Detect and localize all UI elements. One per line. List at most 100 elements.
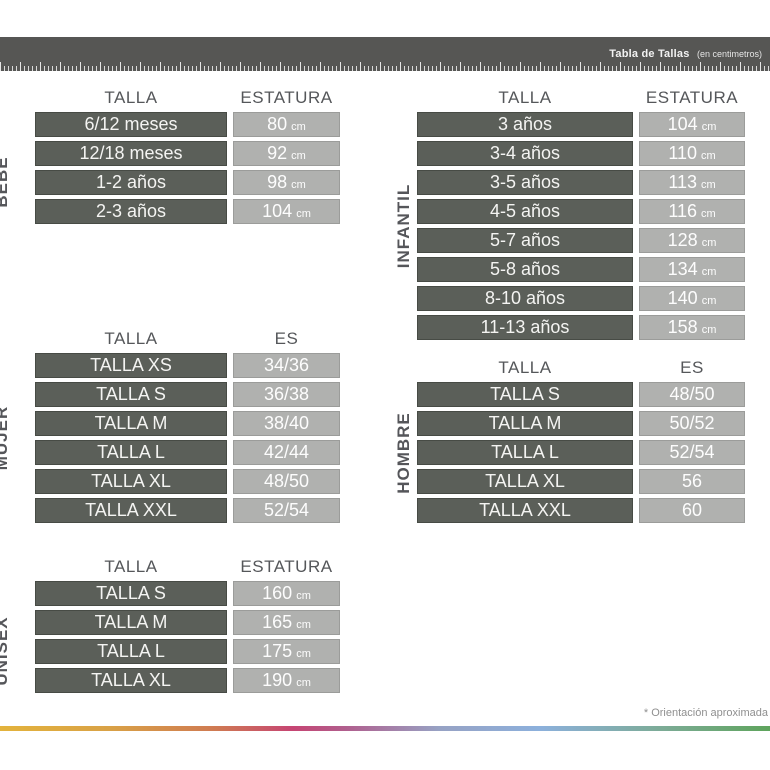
table-row: TALLA XXL 52/54 xyxy=(35,498,340,523)
section-hombre: HOMBRE TALLA ES TALLA S 48/50 TALLA M 50/52… xyxy=(394,354,745,527)
value-cell: 34/36 xyxy=(233,353,340,378)
table-row: 5-7 años 128 cm xyxy=(417,228,745,253)
table-row: 8-10 años 140 cm xyxy=(417,286,745,311)
talla-cell: TALLA XL xyxy=(35,469,227,494)
column-header-es: ES xyxy=(274,329,299,348)
value-cell: 48/50 xyxy=(639,382,745,407)
table-row: 3 años 104 cm xyxy=(417,112,745,137)
value-cell: 165 cm xyxy=(233,610,340,635)
unit-label: cm xyxy=(291,150,306,162)
value-cell: 60 xyxy=(639,498,745,523)
value-cell: 134 cm xyxy=(639,257,745,282)
value-cell: 92 cm xyxy=(233,141,340,166)
unit-label: cm xyxy=(701,121,717,133)
value-cell: 140 cm xyxy=(639,286,745,311)
section-label-mujer: MUJER xyxy=(0,405,11,471)
value-cell: 50/52 xyxy=(639,411,745,436)
value-cell: 190 cm xyxy=(233,668,340,693)
table-row: 6/12 meses 80 cm xyxy=(35,112,340,137)
talla-cell: 5-7 años xyxy=(417,228,633,253)
table-row: TALLA L 175 cm xyxy=(35,639,340,664)
unit-label: cm xyxy=(296,677,311,689)
table-header-infantil: TALLA ESTATURA xyxy=(417,84,745,112)
value-cell: 42/44 xyxy=(233,440,340,465)
table-header-hombre: TALLA ES xyxy=(417,354,745,382)
table-row: TALLA XL 48/50 xyxy=(35,469,340,494)
table-row: 5-8 años 134 cm xyxy=(417,257,745,282)
unit-label: cm xyxy=(291,121,306,133)
table-row: 11-13 años 158 cm xyxy=(417,315,745,340)
talla-cell: TALLA S xyxy=(417,382,633,407)
footnote: * Orientación aproximada xyxy=(643,707,768,719)
section-mujer: MUJER TALLA ES TALLA XS 34/36 TALLA S 36/38… xyxy=(0,325,340,527)
table-row: 3-5 años 113 cm xyxy=(417,170,745,195)
unit-label: cm xyxy=(701,208,716,220)
value-cell: 36/38 xyxy=(233,382,340,407)
column-header-talla: TALLA xyxy=(104,88,158,107)
value-cell: 110 cm xyxy=(639,141,745,166)
value-cell: 38/40 xyxy=(233,411,340,436)
section-label-unisex: UNISEX xyxy=(0,616,11,686)
talla-cell: TALLA L xyxy=(417,440,633,465)
page-title-sub: (en centimetros) xyxy=(696,49,762,59)
talla-cell: 12/18 meses xyxy=(35,141,227,166)
section-infantil: INFANTIL TALLA ESTATURA 3 años 104 cm 3-4 a… xyxy=(394,84,745,344)
table-row: TALLA L 52/54 xyxy=(417,440,745,465)
section-label-bebe: BEBE xyxy=(0,156,11,208)
talla-cell: 4-5 años xyxy=(417,199,633,224)
talla-cell: TALLA XL xyxy=(35,668,227,693)
unit-label: cm xyxy=(701,295,717,307)
talla-cell: 3-4 años xyxy=(417,141,633,166)
section-unisex: UNISEX TALLA ESTATURA TALLA S 160 cm TALLA … xyxy=(0,553,340,697)
column-header-talla: TALLA xyxy=(104,557,158,576)
page-title-main: Tabla de Tallas xyxy=(609,48,690,60)
column-header-estatura: ESTATURA xyxy=(645,88,739,107)
talla-cell: 11-13 años xyxy=(417,315,633,340)
value-cell: 52/54 xyxy=(233,498,340,523)
talla-cell: TALLA S xyxy=(35,581,227,606)
talla-cell: 2-3 años xyxy=(35,199,227,224)
talla-cell: TALLA S xyxy=(35,382,227,407)
table-rows-bebe: 6/12 meses 80 cm 12/18 meses 92 cm 1-2 años 98 c… xyxy=(35,112,340,224)
table-row: TALLA M 38/40 xyxy=(35,411,340,436)
talla-cell: TALLA L xyxy=(35,440,227,465)
table-rows-infantil: 3 años 104 cm 3-4 años 110 cm 3-5 años 113 cm 4-5… xyxy=(417,112,745,340)
table-row: TALLA S 36/38 xyxy=(35,382,340,407)
talla-cell: TALLA XXL xyxy=(35,498,227,523)
table-row: TALLA XS 34/36 xyxy=(35,353,340,378)
talla-cell: TALLA XXL xyxy=(417,498,633,523)
talla-cell: TALLA M xyxy=(417,411,633,436)
unit-label: cm xyxy=(701,237,717,249)
talla-cell: TALLA M xyxy=(35,411,227,436)
table-rows-unisex: TALLA S 160 cm TALLA M 165 cm TALLA L 175 cm TALL… xyxy=(35,581,340,693)
value-cell: 56 xyxy=(639,469,745,494)
table-row: TALLA XL 190 cm xyxy=(35,668,340,693)
ruler-ticks-large xyxy=(0,62,770,71)
column-header-estatura: ESTATURA xyxy=(240,88,333,107)
table-rows-hombre: TALLA S 48/50 TALLA M 50/52 TALLA L 52/54 TALL… xyxy=(417,382,745,523)
unit-label: cm xyxy=(701,266,717,278)
value-cell: 104 cm xyxy=(639,112,745,137)
section-label-infantil: INFANTIL xyxy=(394,183,413,269)
table-row: TALLA L 42/44 xyxy=(35,440,340,465)
table-row: TALLA M 50/52 xyxy=(417,411,745,436)
unit-label: cm xyxy=(701,324,717,336)
talla-cell: 1-2 años xyxy=(35,170,227,195)
talla-cell: TALLA XS xyxy=(35,353,227,378)
talla-cell: 8-10 años xyxy=(417,286,633,311)
table-row: TALLA S 160 cm xyxy=(35,581,340,606)
column-header-talla: TALLA xyxy=(498,358,552,377)
talla-cell: 6/12 meses xyxy=(35,112,227,137)
talla-cell: 5-8 años xyxy=(417,257,633,282)
table-row: 12/18 meses 92 cm xyxy=(35,141,340,166)
table-header-bebe: TALLA ESTATURA xyxy=(35,84,340,112)
talla-cell: 3 años xyxy=(417,112,633,137)
value-cell: 160 cm xyxy=(233,581,340,606)
section-bebe: BEBE TALLA ESTATURA 6/12 meses 80 cm 12/18 … xyxy=(0,84,340,228)
table-header-unisex: TALLA ESTATURA xyxy=(35,553,340,581)
talla-cell: TALLA M xyxy=(35,610,227,635)
table-row: TALLA S 48/50 xyxy=(417,382,745,407)
talla-cell: TALLA XL xyxy=(417,469,633,494)
table-row: TALLA XXL 60 xyxy=(417,498,745,523)
unit-label: cm xyxy=(296,619,311,631)
